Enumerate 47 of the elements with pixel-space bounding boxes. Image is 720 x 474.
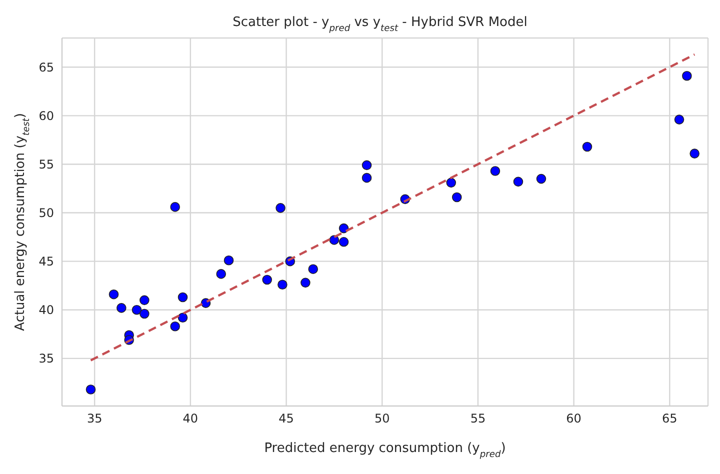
point: [278, 280, 288, 290]
point: [338, 223, 349, 234]
point: [276, 203, 286, 213]
y-tick-label: 50: [38, 206, 54, 220]
x-tick-label: 40: [182, 412, 198, 426]
point: [216, 269, 226, 279]
x-tick-label: 55: [470, 412, 486, 426]
point: [308, 264, 318, 274]
x-tick-label: 50: [374, 412, 390, 426]
y-tick-label: 60: [38, 108, 54, 123]
point: [582, 142, 592, 152]
x-tick-label: 35: [86, 412, 102, 426]
point: [140, 295, 150, 306]
point: [682, 70, 692, 81]
point: [170, 321, 180, 332]
point: [170, 202, 180, 212]
point: [490, 166, 500, 176]
point: [224, 255, 234, 266]
y-tick-label: 65: [38, 60, 54, 74]
y-tick-label: 45: [38, 254, 54, 269]
point: [132, 304, 142, 315]
point: [300, 278, 310, 288]
y-tick-label: 35: [38, 352, 54, 366]
y-tick-label: 40: [38, 303, 54, 318]
chart-title: Scatter plot - y$_{pred}$ vs y$_{test}$ - Hybrid SVR Model: [232, 15, 528, 34]
point: [536, 174, 546, 184]
point: [362, 172, 372, 183]
point: [116, 303, 126, 313]
point: [140, 308, 150, 319]
point: [108, 289, 119, 300]
point: [338, 237, 349, 247]
point: [690, 148, 700, 158]
x-tick-label: 60: [566, 412, 582, 426]
y-tick-label: 55: [38, 157, 54, 172]
point: [446, 178, 456, 188]
point: [178, 292, 188, 302]
point: [452, 192, 462, 202]
point: [86, 384, 96, 394]
x-tick-label: 65: [662, 412, 678, 426]
x-axis-title: Predicted energy consumption (y$_{pred}$): [264, 441, 506, 460]
point: [674, 114, 684, 124]
point: [513, 176, 524, 187]
point: [329, 235, 340, 245]
point: [178, 312, 188, 323]
point: [362, 160, 372, 170]
point: [262, 274, 272, 285]
x-tick-label: 45: [278, 412, 294, 426]
